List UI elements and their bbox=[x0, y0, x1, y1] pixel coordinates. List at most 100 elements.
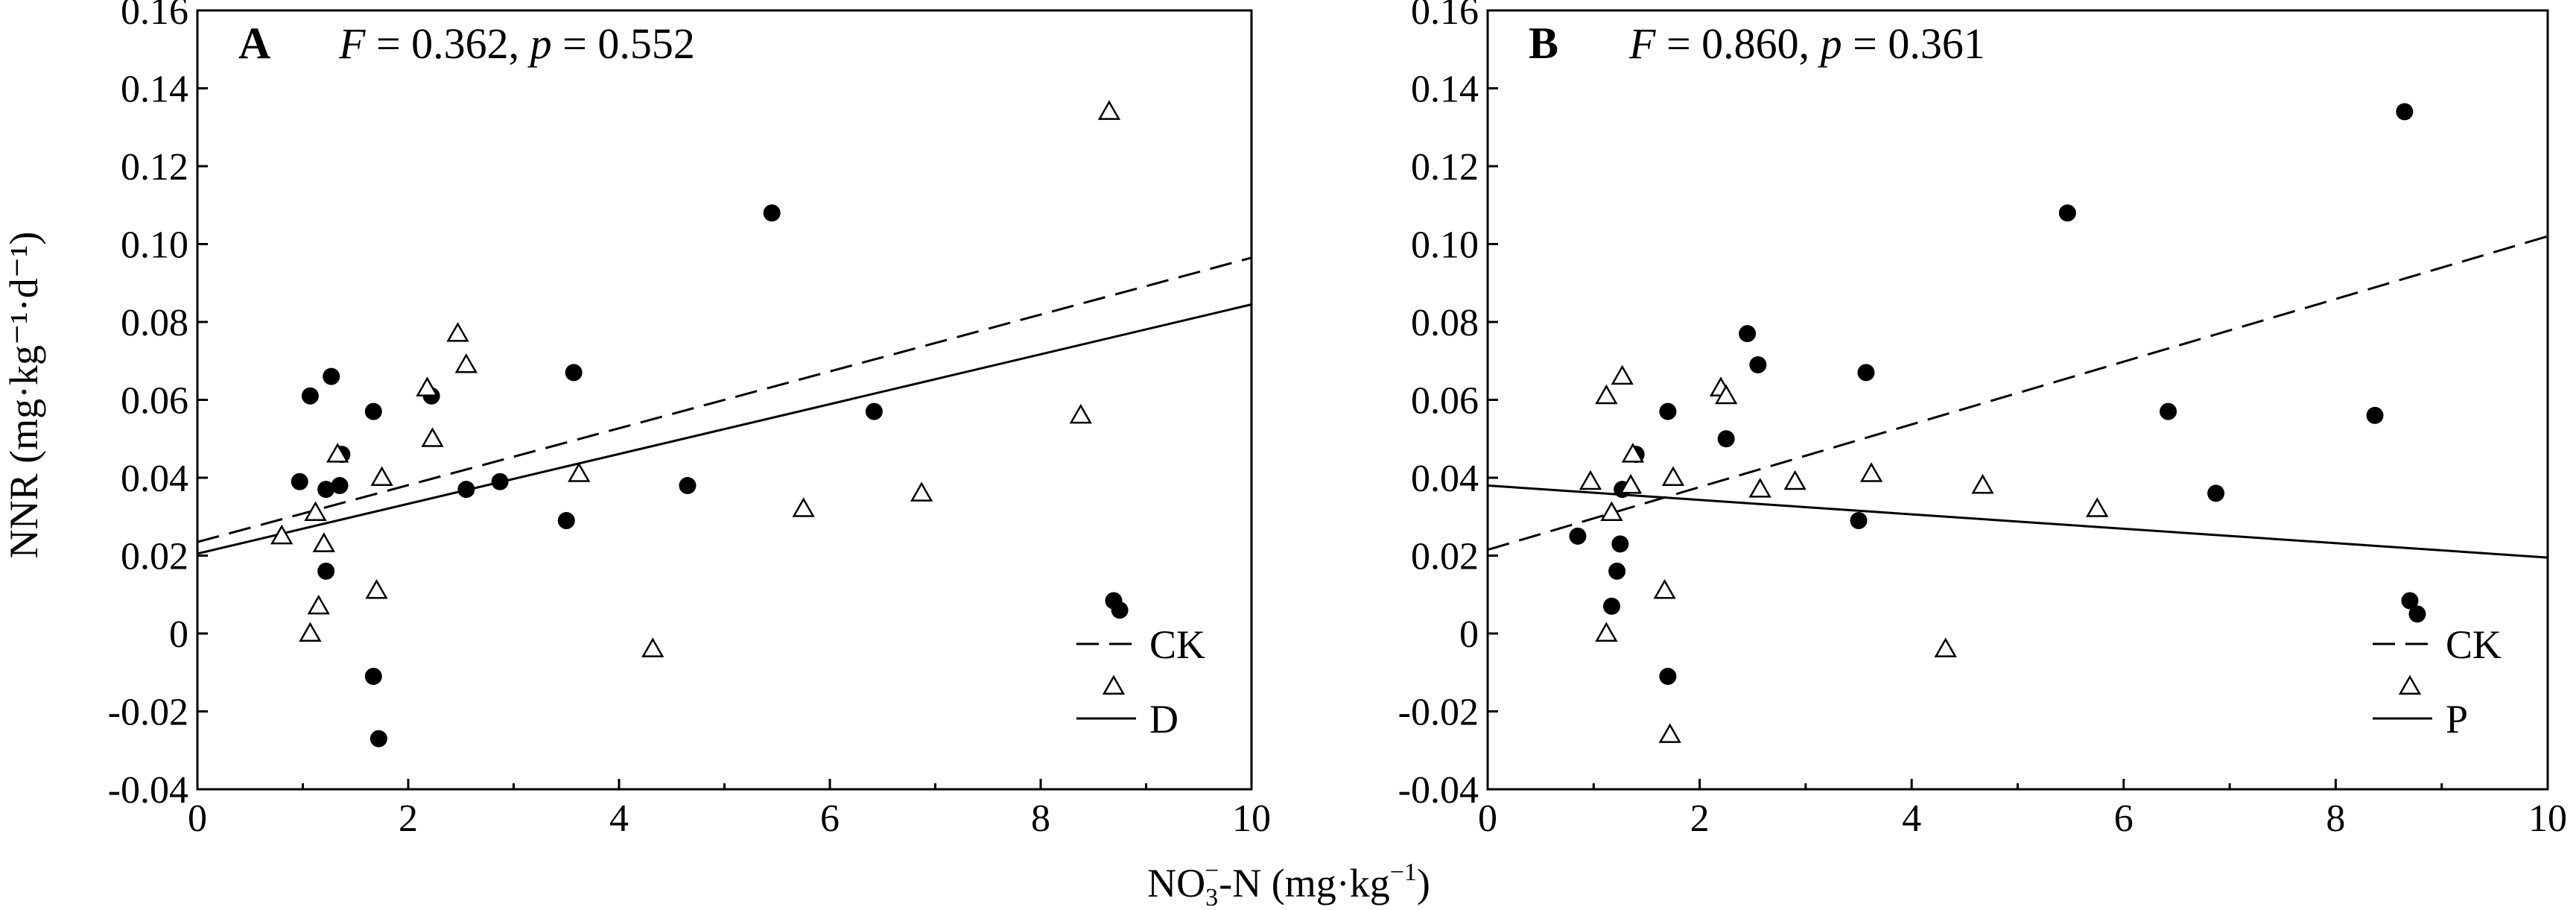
data-point-p bbox=[1658, 723, 1681, 743]
y-tick-label: 0.10 bbox=[1411, 224, 1479, 267]
stat-stat-p-value: = 0.361 bbox=[1842, 19, 1985, 68]
data-point-d bbox=[641, 637, 664, 657]
y-tick-label: 0.10 bbox=[121, 224, 188, 267]
data-point-ck bbox=[1857, 364, 1875, 382]
x-tick-label: 6 bbox=[2114, 797, 2134, 840]
stat-stat-p-label: p bbox=[527, 19, 552, 68]
y-tick-label: 0 bbox=[1459, 613, 1479, 656]
data-point-p bbox=[1859, 462, 1883, 482]
stat-annotation: F = 0.362, p = 0.552 bbox=[338, 19, 695, 68]
y-tick-label: -0.04 bbox=[1398, 769, 1479, 812]
legend-marker bbox=[1105, 592, 1123, 610]
x-tick-label: 10 bbox=[1232, 797, 1271, 840]
data-point-ck bbox=[2160, 402, 2177, 420]
data-point-p bbox=[1619, 473, 1643, 494]
x-tick-label: 10 bbox=[2528, 797, 2567, 840]
y-tick-label: 0.12 bbox=[1411, 146, 1479, 189]
x-axis-label-main: NO bbox=[1147, 861, 1205, 906]
y-tick-label: 0.04 bbox=[121, 458, 188, 500]
x-tick-label: 0 bbox=[188, 797, 207, 840]
panel-b: 0 2 4 6 8 10 -0.04 -0.02 0 0.02 0.04 0.06 0.08 0.10 0.… bbox=[1398, 0, 2567, 840]
data-point-d bbox=[568, 462, 591, 482]
y-tick-label: 0.16 bbox=[1411, 0, 1479, 33]
fit-line-p bbox=[1487, 484, 2548, 559]
legend-marker bbox=[2401, 592, 2419, 610]
data-point-p bbox=[1934, 637, 1957, 657]
data-point-ck bbox=[557, 511, 575, 529]
data-point-ck bbox=[291, 473, 308, 490]
data-point-ck bbox=[369, 730, 387, 748]
data-point-ck bbox=[2207, 484, 2225, 502]
x-tick-label: 0 bbox=[1478, 797, 1497, 840]
y-tick-label: 0.14 bbox=[1411, 69, 1479, 111]
y-tick-label: 0.08 bbox=[121, 302, 188, 344]
data-point-ck bbox=[865, 402, 883, 420]
data-point-ck bbox=[1659, 402, 1677, 420]
data-point-d bbox=[312, 532, 335, 552]
data-point-ck bbox=[301, 387, 319, 405]
x-tick-label: 6 bbox=[820, 797, 840, 840]
y-tick-label: 0.12 bbox=[121, 146, 188, 189]
data-point-ck bbox=[364, 402, 382, 420]
data-point-ck bbox=[317, 562, 335, 580]
data-point-d bbox=[421, 427, 444, 447]
data-point-ck bbox=[317, 481, 335, 499]
x-axis-label: NO3−-N (mg·kg−1) bbox=[1147, 857, 1430, 910]
x-axis-label-sub: 3 bbox=[1205, 884, 1218, 910]
legend-label: CK bbox=[1149, 622, 1205, 667]
data-point-ck bbox=[2366, 406, 2384, 424]
data-point-d bbox=[304, 501, 327, 522]
data-point-ck bbox=[1850, 511, 1868, 529]
y-tick-label: -0.04 bbox=[108, 769, 188, 812]
data-point-d bbox=[326, 443, 349, 463]
stat-stat-F-value: = 0.860, bbox=[1655, 19, 1820, 68]
data-point-ck bbox=[679, 476, 697, 494]
y-tick-label: 0.02 bbox=[1411, 536, 1479, 578]
y-tick-label: 0.06 bbox=[1411, 380, 1479, 423]
stat-annotation: F = 0.860, p = 0.361 bbox=[1628, 19, 1985, 68]
y-tick-label: -0.02 bbox=[108, 692, 188, 734]
data-point-ck bbox=[2396, 103, 2414, 121]
data-point-ck bbox=[1611, 535, 1629, 553]
data-point-ck bbox=[1659, 667, 1677, 685]
data-point-ck bbox=[323, 367, 340, 385]
legend-marker bbox=[1102, 674, 1126, 695]
x-tick-label: 2 bbox=[399, 797, 418, 840]
data-point-d bbox=[910, 481, 933, 502]
data-point-p bbox=[2086, 497, 2109, 517]
fit-line-d bbox=[197, 303, 1252, 555]
legend-label: CK bbox=[2446, 622, 2502, 667]
data-point-p bbox=[1600, 501, 1623, 522]
data-point-p bbox=[1661, 466, 1685, 486]
y-tick-label: 0.16 bbox=[121, 0, 188, 33]
data-point-ck bbox=[1569, 527, 1587, 545]
data-point-p bbox=[1621, 443, 1645, 463]
data-point-ck bbox=[1608, 562, 1626, 580]
x-tick-label: 4 bbox=[609, 797, 629, 840]
data-point-ck bbox=[331, 476, 349, 494]
x-axis-label-close: ) bbox=[1417, 861, 1430, 906]
data-point-ck bbox=[1739, 325, 1757, 343]
data-point-p bbox=[1653, 579, 1676, 599]
y-tick-label: 0.06 bbox=[121, 380, 188, 423]
stat-stat-F-value: = 0.362, bbox=[365, 19, 530, 68]
x-tick-label: 2 bbox=[1690, 797, 1710, 840]
data-point-p bbox=[1611, 364, 1634, 385]
data-point-p bbox=[1715, 384, 1738, 405]
x-tick-label: 8 bbox=[2326, 797, 2345, 840]
data-point-d bbox=[1097, 100, 1121, 120]
data-point-p bbox=[1595, 622, 1618, 642]
y-tick-label: 0 bbox=[169, 613, 188, 656]
y-axis-label: NNR (mg·kg⁻¹·d⁻¹) bbox=[1, 232, 46, 559]
data-point-ck bbox=[491, 473, 509, 490]
data-point-p bbox=[1595, 384, 1618, 405]
data-point-ck bbox=[364, 667, 382, 685]
x-tick-label: 8 bbox=[1031, 797, 1050, 840]
y-tick-label: 0.14 bbox=[121, 69, 188, 111]
data-point-d bbox=[370, 466, 393, 486]
stat-stat-F-label: F bbox=[338, 19, 366, 68]
legend-marker bbox=[2398, 674, 2422, 695]
data-point-d bbox=[365, 579, 388, 599]
data-point-p bbox=[1783, 470, 1806, 490]
